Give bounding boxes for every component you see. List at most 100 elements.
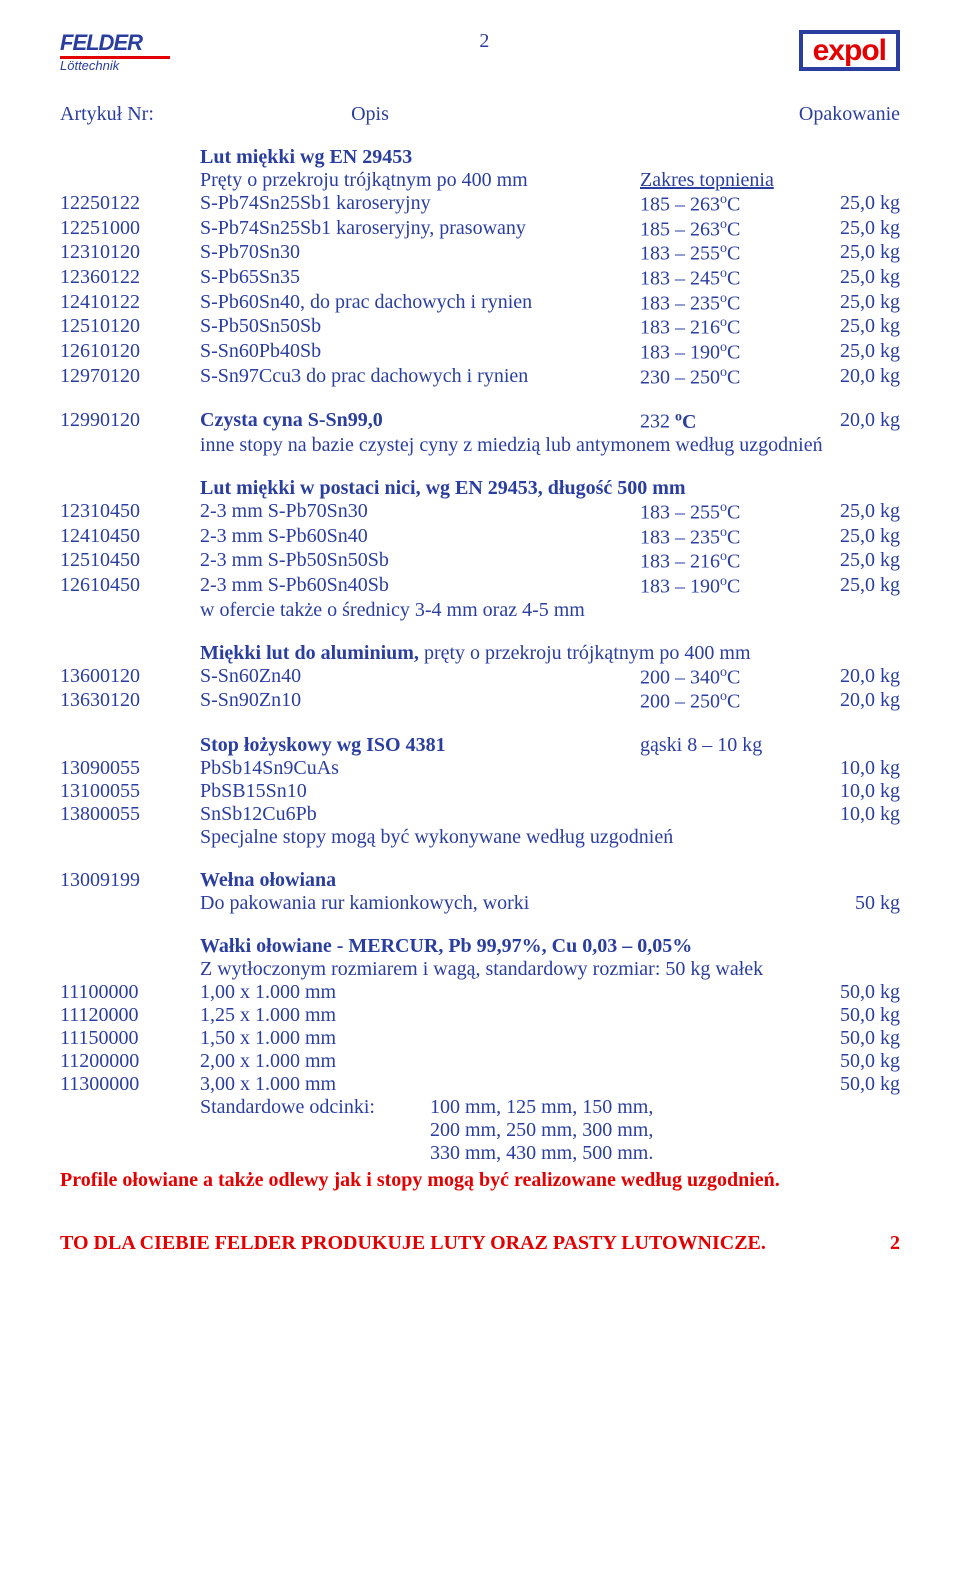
table-row: 111500001,50 x 1.000 mm50,0 kg — [60, 1027, 900, 1050]
section-4: Miękki lut do aluminium, pręty o przekro… — [60, 642, 900, 714]
section-5: Stop łożyskowy wg ISO 4381 gąski 8 – 10 … — [60, 734, 900, 849]
row-temp: 183 – 235oC — [640, 525, 810, 550]
row-temp: 183 – 235oC — [640, 291, 810, 316]
row-art: 13090055 — [60, 757, 200, 780]
s1-sub: Pręty o przekroju trójkątnym po 400 mm Z… — [60, 169, 900, 192]
row-temp: 183 – 190oC — [640, 574, 810, 599]
table-row: 13090055PbSb14Sn9CuAs10,0 kg — [60, 757, 900, 780]
row-pkg: 20,0 kg — [810, 689, 900, 714]
s7-tail1: Standardowe odcinki: 100 mm, 125 mm, 150… — [60, 1096, 900, 1119]
row-temp: 183 – 190oC — [640, 340, 810, 365]
s6-desc-row: Do pakowania rur kamionkowych, worki 50 … — [60, 892, 900, 915]
s2-art: 12990120 — [60, 409, 200, 434]
s1-sub-left: Pręty o przekroju trójkątnym po 400 mm — [200, 169, 640, 192]
col-article: Artykuł Nr: — [60, 103, 200, 126]
s6-title-row: 13009199 Wełna ołowiana — [60, 869, 900, 892]
row-pkg: 25,0 kg — [810, 291, 900, 316]
s2-row: 12990120 Czysta cyna S-Sn99,0 232 oC 20,… — [60, 409, 900, 434]
row-temp: 183 – 216oC — [640, 549, 810, 574]
row-pkg: 20,0 kg — [810, 365, 900, 390]
row-art: 12510120 — [60, 315, 200, 340]
row-pkg: 25,0 kg — [810, 500, 900, 525]
row-art: 11100000 — [60, 981, 200, 1004]
row-art: 11120000 — [60, 1004, 200, 1027]
row-art: 11300000 — [60, 1073, 200, 1096]
s7-red: Profile ołowiane a także odlewy jak i st… — [60, 1169, 900, 1192]
table-row: 112000002,00 x 1.000 mm50,0 kg — [60, 1050, 900, 1073]
s7-title: Wałki ołowiane - MERCUR, Pb 99,97%, Cu 0… — [200, 935, 900, 958]
row-temp: 183 – 255oC — [640, 241, 810, 266]
s7-tail2: 200 mm, 250 mm, 300 mm, — [60, 1119, 900, 1142]
section-1: Lut miękki wg EN 29453 Pręty o przekroju… — [60, 146, 900, 389]
table-row: 12410122S-Pb60Sn40, do prac dachowych i … — [60, 291, 900, 316]
row-temp: 183 – 245oC — [640, 266, 810, 291]
section-2: 12990120 Czysta cyna S-Sn99,0 232 oC 20,… — [60, 409, 900, 457]
row-temp: 200 – 340oC — [640, 665, 810, 690]
row-art: 13800055 — [60, 803, 200, 826]
table-row: 13600120S-Sn60Zn40200 – 340oC20,0 kg — [60, 665, 900, 690]
table-row: 124104502-3 mm S-Pb60Sn40183 – 235oC25,0… — [60, 525, 900, 550]
row-desc: S-Pb74Sn25Sb1 karoseryjny — [200, 192, 640, 217]
col-desc: Opis — [200, 103, 540, 126]
row-pkg: 25,0 kg — [810, 241, 900, 266]
row-desc: 2,00 x 1.000 mm — [200, 1050, 640, 1073]
row-art: 12610120 — [60, 340, 200, 365]
row-art: 12360122 — [60, 266, 200, 291]
table-row: 12251000S-Pb74Sn25Sb1 karoseryjny, praso… — [60, 217, 900, 242]
table-row: 12250122S-Pb74Sn25Sb1 karoseryjny185 – 2… — [60, 192, 900, 217]
table-row: 13630120S-Sn90Zn10200 – 250oC20,0 kg — [60, 689, 900, 714]
table-row: 111000001,00 x 1.000 mm50,0 kg — [60, 981, 900, 1004]
row-art: 12510450 — [60, 549, 200, 574]
felder-logo: FELDER Löttechnik — [60, 30, 170, 73]
row-temp: 200 – 250oC — [640, 689, 810, 714]
s6-desc: Do pakowania rur kamionkowych, worki — [200, 892, 640, 915]
col-pack: Opakowanie — [540, 103, 900, 126]
s1-sub-right: Zakres topnienia — [640, 169, 810, 192]
expol-logo: expol — [799, 30, 900, 71]
table-row: 126104502-3 mm S-Pb60Sn40Sb183 – 190oC25… — [60, 574, 900, 599]
section-3: Lut miękki w postaci nici, wg EN 29453, … — [60, 477, 900, 622]
table-row: 111200001,25 x 1.000 mm50,0 kg — [60, 1004, 900, 1027]
s3-note: w ofercie także o średnicy 3-4 mm oraz 4… — [200, 599, 900, 622]
table-row: 12310120S-Pb70Sn30183 – 255oC25,0 kg — [60, 241, 900, 266]
row-desc: S-Sn60Zn40 — [200, 665, 640, 690]
row-art: 12610450 — [60, 574, 200, 599]
row-desc: 1,50 x 1.000 mm — [200, 1027, 640, 1050]
row-art: 12251000 — [60, 217, 200, 242]
s6-title: Wełna ołowiana — [200, 869, 900, 892]
row-desc: S-Pb60Sn40, do prac dachowych i rynien — [200, 291, 640, 316]
s2-note: inne stopy na bazie czystej cyny z miedz… — [200, 434, 900, 457]
row-art: 12970120 — [60, 365, 200, 390]
s5-title-right: gąski 8 – 10 kg — [640, 734, 810, 757]
row-desc: 2-3 mm S-Pb50Sn50Sb — [200, 549, 640, 574]
row-pkg: 50,0 kg — [810, 1027, 900, 1050]
row-pkg: 25,0 kg — [810, 192, 900, 217]
row-desc: 2-3 mm S-Pb70Sn30 — [200, 500, 640, 525]
footer-num: 2 — [890, 1232, 900, 1255]
row-art: 12410122 — [60, 291, 200, 316]
row-pkg: 25,0 kg — [810, 574, 900, 599]
row-desc: PbSB15Sn10 — [200, 780, 640, 803]
row-art: 11200000 — [60, 1050, 200, 1073]
s4-title: Miękki lut do aluminium, pręty o przekro… — [200, 642, 900, 665]
row-pkg: 25,0 kg — [810, 549, 900, 574]
row-desc: SnSb12Cu6Pb — [200, 803, 640, 826]
row-desc: S-Pb74Sn25Sb1 karoseryjny, prasowany — [200, 217, 640, 242]
row-desc: S-Pb70Sn30 — [200, 241, 640, 266]
s1-title: Lut miękki wg EN 29453 — [200, 146, 900, 169]
s5-note: Specjalne stopy mogą być wykonywane wedł… — [200, 826, 900, 849]
table-row: 125104502-3 mm S-Pb50Sn50Sb183 – 216oC25… — [60, 549, 900, 574]
table-row: 123104502-3 mm S-Pb70Sn30183 – 255oC25,0… — [60, 500, 900, 525]
row-desc: 2-3 mm S-Pb60Sn40 — [200, 525, 640, 550]
s3-title: Lut miękki w postaci nici, wg EN 29453, … — [200, 477, 900, 500]
row-temp: 183 – 216oC — [640, 315, 810, 340]
row-desc: S-Sn90Zn10 — [200, 689, 640, 714]
row-art: 13600120 — [60, 665, 200, 690]
s5-title-row: Stop łożyskowy wg ISO 4381 gąski 8 – 10 … — [60, 734, 900, 757]
row-temp: 185 – 263oC — [640, 192, 810, 217]
s2-temp: 232 oC — [640, 409, 810, 434]
row-pkg: 25,0 kg — [810, 340, 900, 365]
s6-pkg: 50 kg — [810, 892, 900, 915]
row-desc: S-Sn60Pb40Sb — [200, 340, 640, 365]
row-pkg: 50,0 kg — [810, 981, 900, 1004]
